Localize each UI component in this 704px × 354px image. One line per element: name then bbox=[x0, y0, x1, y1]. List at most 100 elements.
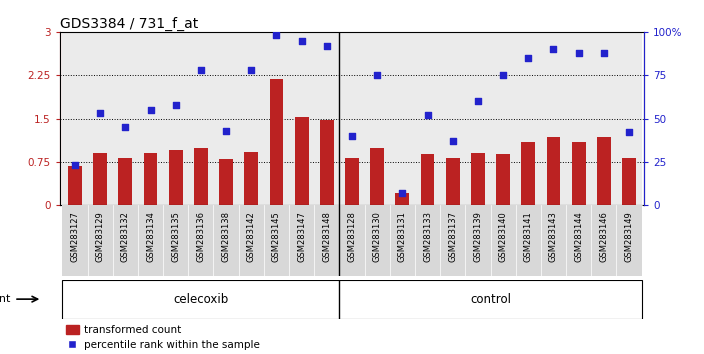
Point bbox=[145, 107, 156, 113]
Text: GSM283129: GSM283129 bbox=[96, 211, 105, 262]
Legend: transformed count, percentile rank within the sample: transformed count, percentile rank withi… bbox=[65, 324, 260, 351]
Bar bbox=[622, 158, 636, 205]
Text: GSM283145: GSM283145 bbox=[272, 211, 281, 262]
Point bbox=[69, 162, 80, 168]
Bar bbox=[213, 205, 239, 276]
Bar bbox=[420, 154, 434, 205]
Bar bbox=[339, 205, 365, 276]
Bar bbox=[541, 32, 566, 205]
Text: GSM283139: GSM283139 bbox=[473, 211, 482, 262]
Bar bbox=[496, 154, 510, 205]
Point bbox=[624, 130, 635, 135]
Bar bbox=[239, 32, 264, 205]
Bar bbox=[93, 153, 107, 205]
Point bbox=[598, 50, 610, 56]
Point bbox=[271, 33, 282, 38]
Bar bbox=[617, 32, 641, 205]
Bar bbox=[113, 205, 138, 276]
Bar bbox=[446, 158, 460, 205]
Bar bbox=[516, 32, 541, 205]
Bar bbox=[163, 205, 188, 276]
Point bbox=[522, 55, 534, 61]
Text: GSM283146: GSM283146 bbox=[599, 211, 608, 262]
Bar bbox=[546, 137, 560, 205]
Bar bbox=[63, 205, 87, 276]
Bar bbox=[144, 153, 158, 205]
Text: GSM283132: GSM283132 bbox=[121, 211, 130, 262]
Text: GSM283127: GSM283127 bbox=[70, 211, 80, 262]
Bar bbox=[270, 79, 284, 205]
Point bbox=[397, 190, 408, 196]
Point bbox=[195, 67, 206, 73]
Bar bbox=[566, 32, 591, 205]
Bar bbox=[320, 120, 334, 205]
Bar bbox=[365, 32, 390, 205]
Text: control: control bbox=[470, 293, 511, 306]
Bar bbox=[365, 205, 390, 276]
Bar bbox=[541, 205, 566, 276]
Text: GSM283138: GSM283138 bbox=[222, 211, 231, 262]
Point bbox=[346, 133, 358, 139]
Bar bbox=[572, 142, 586, 205]
Bar bbox=[440, 205, 465, 276]
Bar bbox=[264, 205, 289, 276]
Text: GSM283137: GSM283137 bbox=[448, 211, 457, 262]
Text: agent: agent bbox=[0, 294, 11, 304]
Text: GSM283135: GSM283135 bbox=[171, 211, 180, 262]
Bar bbox=[188, 32, 213, 205]
Bar bbox=[471, 153, 485, 205]
Bar bbox=[163, 32, 188, 205]
Bar bbox=[264, 32, 289, 205]
Text: GSM283143: GSM283143 bbox=[549, 211, 558, 262]
Bar bbox=[314, 32, 339, 205]
Bar bbox=[289, 32, 314, 205]
Bar bbox=[566, 205, 591, 276]
Text: GSM283134: GSM283134 bbox=[146, 211, 155, 262]
Bar bbox=[597, 137, 611, 205]
Bar bbox=[370, 148, 384, 205]
Bar bbox=[491, 32, 516, 205]
Point bbox=[372, 73, 383, 78]
Text: GSM283147: GSM283147 bbox=[297, 211, 306, 262]
Point bbox=[170, 102, 182, 108]
Bar bbox=[113, 32, 138, 205]
Bar bbox=[396, 193, 409, 205]
Point bbox=[573, 50, 584, 56]
Text: GSM283140: GSM283140 bbox=[498, 211, 508, 262]
Bar bbox=[516, 205, 541, 276]
Bar bbox=[465, 32, 491, 205]
Bar bbox=[390, 32, 415, 205]
Text: GSM283149: GSM283149 bbox=[624, 211, 634, 262]
Point bbox=[220, 128, 232, 133]
Bar bbox=[87, 205, 113, 276]
Point bbox=[447, 138, 458, 144]
Text: celecoxib: celecoxib bbox=[173, 293, 229, 306]
Bar bbox=[138, 205, 163, 276]
Bar bbox=[415, 205, 440, 276]
Bar bbox=[465, 205, 491, 276]
Bar bbox=[415, 32, 440, 205]
Text: GSM283131: GSM283131 bbox=[398, 211, 407, 262]
Bar bbox=[295, 118, 308, 205]
Bar bbox=[244, 152, 258, 205]
Bar bbox=[239, 205, 264, 276]
Text: GSM283130: GSM283130 bbox=[372, 211, 382, 262]
Point bbox=[422, 112, 433, 118]
Bar bbox=[213, 32, 239, 205]
Bar bbox=[138, 32, 163, 205]
Bar bbox=[390, 205, 415, 276]
Point bbox=[246, 67, 257, 73]
Bar bbox=[194, 148, 208, 205]
Text: GSM283144: GSM283144 bbox=[574, 211, 583, 262]
Bar bbox=[118, 158, 132, 205]
Bar bbox=[440, 32, 465, 205]
Bar bbox=[591, 32, 617, 205]
Bar bbox=[68, 166, 82, 205]
Bar bbox=[169, 150, 182, 205]
Bar bbox=[219, 159, 233, 205]
Point bbox=[548, 46, 559, 52]
Bar bbox=[289, 205, 314, 276]
Text: GSM283133: GSM283133 bbox=[423, 211, 432, 262]
Bar bbox=[522, 142, 535, 205]
Point bbox=[472, 98, 484, 104]
